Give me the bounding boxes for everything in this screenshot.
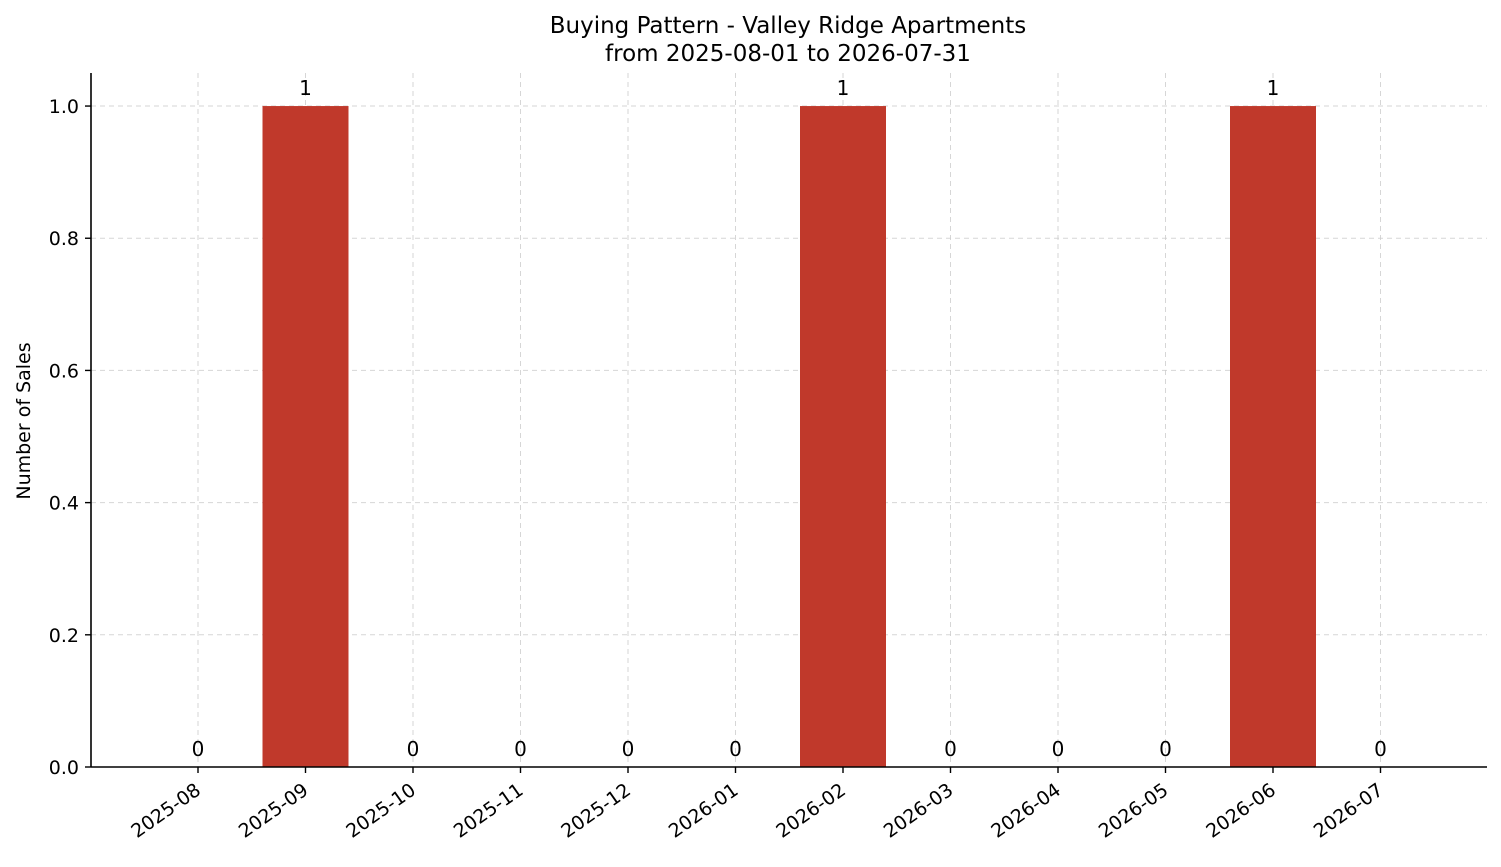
y-tick-label: 0.2 — [49, 625, 79, 647]
y-tick-label: 0.8 — [49, 228, 79, 250]
x-tick-label: 2026-05 — [1095, 779, 1173, 843]
x-tick-label: 2026-06 — [1202, 779, 1280, 843]
bar-2025-09 — [262, 106, 349, 768]
bar-2026-02 — [800, 106, 886, 768]
chart-subtitle: from 2025-08-01 to 2026-07-31 — [605, 41, 971, 67]
x-tick-label: 2025-12 — [557, 779, 635, 843]
y-tick-label: 0.0 — [49, 757, 79, 779]
data-label: 1 — [837, 76, 850, 100]
data-label: 0 — [192, 737, 205, 761]
y-tick-label: 0.4 — [49, 493, 79, 515]
x-tick-label: 2025-08 — [127, 779, 205, 843]
labels-layer: 0.0 0.2 0.4 0.6 0.8 1.0 2025-08 2025-09 2025-10 2… — [49, 76, 1388, 843]
x-tick-label: 2026-07 — [1310, 779, 1388, 843]
y-tick-label: 0.6 — [49, 360, 79, 382]
x-tick-label: 2026-01 — [665, 779, 743, 843]
bars-layer — [262, 106, 1316, 768]
data-label: 1 — [299, 76, 312, 100]
x-tick-label: 2025-11 — [450, 779, 528, 843]
data-label: 0 — [729, 737, 742, 761]
x-tick-label: 2026-03 — [880, 779, 958, 843]
x-tick-label: 2025-09 — [235, 779, 313, 843]
data-label: 0 — [1052, 737, 1065, 761]
y-tick-label: 1.0 — [49, 96, 79, 118]
data-label: 0 — [622, 737, 635, 761]
chart-title: Buying Pattern - Valley Ridge Apartments — [550, 13, 1026, 39]
axes-layer — [85, 73, 1487, 773]
data-label: 0 — [1159, 737, 1172, 761]
x-tick-label: 2025-10 — [342, 779, 420, 843]
data-label: 0 — [944, 737, 957, 761]
x-tick-label: 2026-02 — [772, 779, 850, 843]
x-tick-label: 2026-04 — [987, 779, 1065, 843]
data-label: 0 — [407, 737, 420, 761]
data-label: 1 — [1267, 76, 1280, 100]
data-label: 0 — [514, 737, 527, 761]
bar-2026-06 — [1230, 106, 1316, 768]
data-label: 0 — [1374, 737, 1387, 761]
y-axis-label: Number of Sales — [13, 342, 35, 499]
